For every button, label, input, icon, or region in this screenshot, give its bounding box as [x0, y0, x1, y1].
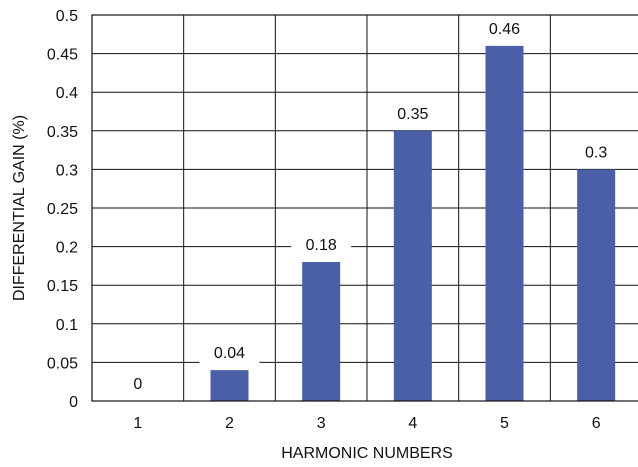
y-tick-label: 0.1	[56, 317, 78, 334]
bars	[210, 45, 616, 402]
y-tick-label: 0.05	[47, 355, 78, 372]
y-tick-label: 0.4	[56, 85, 78, 102]
data-label: 0.3	[585, 144, 607, 161]
grid	[92, 14, 638, 402]
y-tick-labels: 0 0.05 0.1 0.15 0.2 0.25 0.3 0.35 0.4 0.45 0.5	[47, 8, 78, 411]
bar	[485, 45, 524, 401]
y-tick-label: 0.15	[47, 278, 78, 295]
y-tick-label: 0.3	[56, 162, 78, 179]
data-label-background	[291, 231, 352, 258]
data-label-background	[199, 339, 260, 366]
y-tick-label: 0.45	[47, 47, 78, 64]
data-labels: 0 0.04 0.18 0.35 0.46 0.3	[122, 14, 622, 396]
data-label: 0.18	[306, 237, 337, 254]
data-label: 0.46	[489, 21, 520, 38]
data-label: 0	[133, 376, 142, 393]
x-tick-labels: 1 2 3 4 5 6	[133, 415, 600, 432]
data-label-background	[570, 138, 622, 165]
x-axis-title: HARMONIC NUMBERS	[281, 445, 453, 462]
bar	[393, 130, 432, 402]
y-tick-label: 0.35	[47, 124, 78, 141]
bar	[210, 370, 249, 401]
y-tick-label: 0.25	[47, 201, 78, 218]
data-label-background	[122, 370, 154, 396]
data-label-background	[474, 14, 535, 41]
bar	[302, 262, 341, 401]
x-tick-label: 4	[408, 415, 417, 432]
x-tick-label: 3	[317, 415, 326, 432]
x-tick-label: 5	[500, 415, 509, 432]
data-label: 0.35	[397, 106, 428, 123]
y-tick-label: 0.2	[56, 240, 78, 257]
data-label-background	[382, 99, 443, 126]
x-tick-label: 1	[133, 415, 142, 432]
data-label: 0.04	[214, 345, 245, 362]
bar	[577, 169, 616, 401]
y-tick-label: 0.5	[56, 8, 78, 25]
plot-frame	[91, 14, 638, 402]
y-tick-label: 0	[69, 394, 78, 411]
y-axis-title: DIFFERENTIAL GAIN (%)	[11, 115, 28, 301]
x-tick-label: 6	[592, 415, 601, 432]
x-tick-label: 2	[225, 415, 234, 432]
